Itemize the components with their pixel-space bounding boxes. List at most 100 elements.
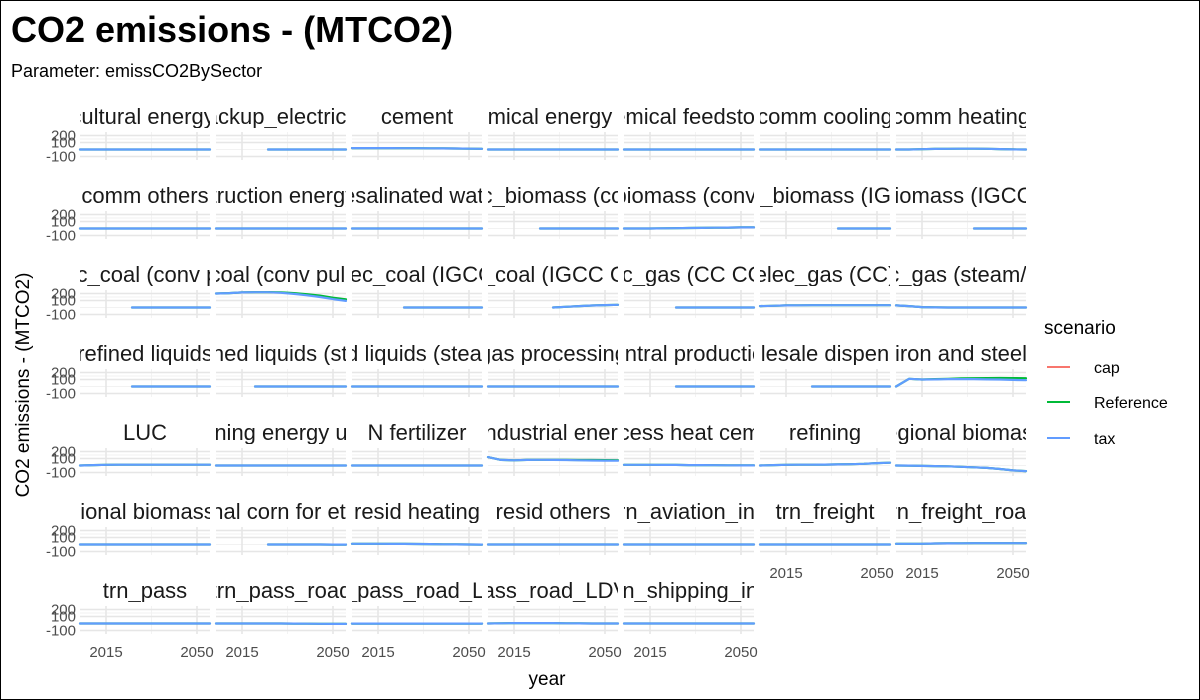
facet-strip-label: elec_biomass (IGCC CCS): [830, 183, 1093, 208]
legend-label: tax: [1094, 431, 1115, 448]
facet-strip-label: resid others: [496, 499, 611, 524]
facet-strip-label: wholesale dispensing: [719, 341, 929, 366]
x-tick-label: 2050: [180, 644, 213, 661]
facet-strip-label: cement: [381, 104, 453, 129]
y-tick-label: 100: [51, 293, 76, 310]
y-tick-label: 200: [51, 523, 76, 540]
facet-strip-label: elec_gas (steam/CT): [859, 262, 1063, 287]
facet-strip-label: iron and steel: [895, 341, 1027, 366]
series-line-tax: [78, 463, 212, 467]
facet-panel: gas processing: [479, 341, 627, 397]
facet-strip-label: comm cooling: [757, 104, 893, 129]
facet-strip-label: LUC: [123, 420, 167, 445]
facet-panel: resid heating: [350, 499, 484, 555]
facet-panel: elec_biomass (conv): [488, 183, 620, 239]
facet-panel: elec_biomass (conv CCS): [562, 183, 816, 239]
y-tick-label: -100: [46, 544, 76, 561]
facet-strip-label: elec_refined liquids (CC): [25, 341, 266, 366]
facet-strip-label: elec_gas (CC): [755, 262, 896, 287]
facet-strip-label: elec_biomass (IGCC): [720, 183, 930, 208]
facet-panel: refined liquids (steam/CT): [291, 341, 543, 397]
facet-panel: chemical feedstocks: [622, 104, 756, 160]
series-line-tax: [551, 303, 620, 309]
x-tick-label: 2015: [89, 644, 122, 661]
facet-strip-label: refined liquids (steam/CT): [291, 341, 543, 366]
facet-panel: construction energy use: [214, 183, 348, 239]
y-tick-label: 200: [51, 365, 76, 382]
facet-panel: elec_biomass (IGCC CCS): [830, 183, 1093, 239]
series-line-tax: [894, 304, 1028, 309]
facet-panel: resid others: [486, 499, 620, 555]
chart-subtitle: Parameter: emissCO2BySector: [11, 61, 262, 81]
facet-panel: central production: [624, 341, 756, 397]
facet-strip-label: process heat cement: [587, 420, 791, 445]
x-tick-label: 2015: [497, 644, 530, 661]
y-axis-title: CO2 emissions - (MTCO2): [13, 273, 34, 498]
y-tick-label: 100: [51, 530, 76, 547]
x-tick-label: 2050: [316, 644, 349, 661]
facet-strip-label: elec_coal (IGCC): [333, 262, 502, 287]
facet-strip-label: regional biomassOil: [48, 499, 241, 524]
facet-strip-label: elec_coal (conv pul): [47, 262, 243, 287]
y-tick-label: -100: [46, 386, 76, 403]
facet-strip-label: trn_aviation_intl: [612, 499, 766, 524]
facet-panel: trn_aviation_intl: [612, 499, 766, 555]
facet-strip-label: chemical energy use: [452, 104, 654, 129]
legend-label: cap: [1094, 360, 1120, 377]
legend: scenario cap Reference tax: [1044, 318, 1168, 448]
facet-panel: cement: [350, 104, 484, 160]
facet-panel: elec_coal (conv pul CCS): [157, 262, 405, 318]
facet-panel: regional biomass: [878, 420, 1044, 476]
y-tick-label: 100: [51, 214, 76, 231]
x-tick-label: 2015: [769, 565, 802, 582]
x-tick-label: 2050: [452, 644, 485, 661]
facet-strip-label: agricultural energy use: [34, 104, 257, 129]
facet-panel: elec_gas (CC CCS): [624, 262, 756, 318]
series-line-tax: [894, 377, 1028, 388]
facet-panel: comm cooling: [757, 104, 893, 160]
facet-strip-label: elec_biomass (conv CCS): [562, 183, 816, 208]
facet-panel: trn_pass_road 2015 2050: [214, 578, 350, 661]
series-line-tax: [894, 147, 1028, 151]
series-line-tax: [622, 226, 756, 230]
facet-strip-label: regional corn for ethanol: [162, 499, 399, 524]
series-line-tax: [894, 464, 1028, 473]
facet-strip-label: elec_refined liquids (steam/CT): [129, 341, 433, 366]
facet-strip-label: refining: [789, 420, 861, 445]
facet-panel: chemical energy use: [452, 104, 654, 160]
facet-panel: wholesale dispensing: [719, 341, 929, 397]
y-tick-label: -100: [46, 623, 76, 640]
series-line-tax: [622, 463, 756, 467]
y-tick-label: 200: [51, 207, 76, 224]
facet-panel: elec_coal (IGCC CCS): [488, 262, 620, 318]
facet-panel: trn_pass_road_LDV_4W 2015 2050: [486, 578, 622, 661]
facet-panel: trn_freight_road 2015 2050: [883, 499, 1038, 582]
y-tick-label: -100: [46, 149, 76, 166]
series-line-tax: [350, 147, 484, 150]
facet-strip-label: regional biomass: [878, 420, 1044, 445]
legend-label: Reference: [1094, 395, 1168, 412]
facet-panel: backup_electricity: [216, 104, 348, 160]
facet-panel: comm heating: [892, 104, 1030, 160]
facet-strip-label: trn_freight: [775, 499, 874, 524]
facet-panel: trn_pass_road_LDV 2015 2050: [350, 578, 486, 661]
y-tick-label: -100: [46, 307, 76, 324]
facet-panel: elec_gas (CC): [755, 262, 896, 318]
facet-strip-label: elec_coal (conv pul CCS): [157, 262, 405, 287]
facet-strip-label: trn_freight_road: [883, 499, 1038, 524]
facet-strip-label: gas processing: [479, 341, 627, 366]
facet-strip-label: comm heating: [892, 104, 1030, 129]
y-tick-label: 200: [51, 128, 76, 145]
y-tick-label: 200: [51, 602, 76, 619]
y-tick-label: -100: [46, 465, 76, 482]
series-line-tax: [486, 456, 620, 462]
facet-panel: elec_coal (IGCC): [333, 262, 502, 318]
facet-strip-label: comm others: [81, 183, 208, 208]
facet-panel: other industrial energy use: [486, 420, 620, 476]
x-tick-label: 2050: [588, 644, 621, 661]
